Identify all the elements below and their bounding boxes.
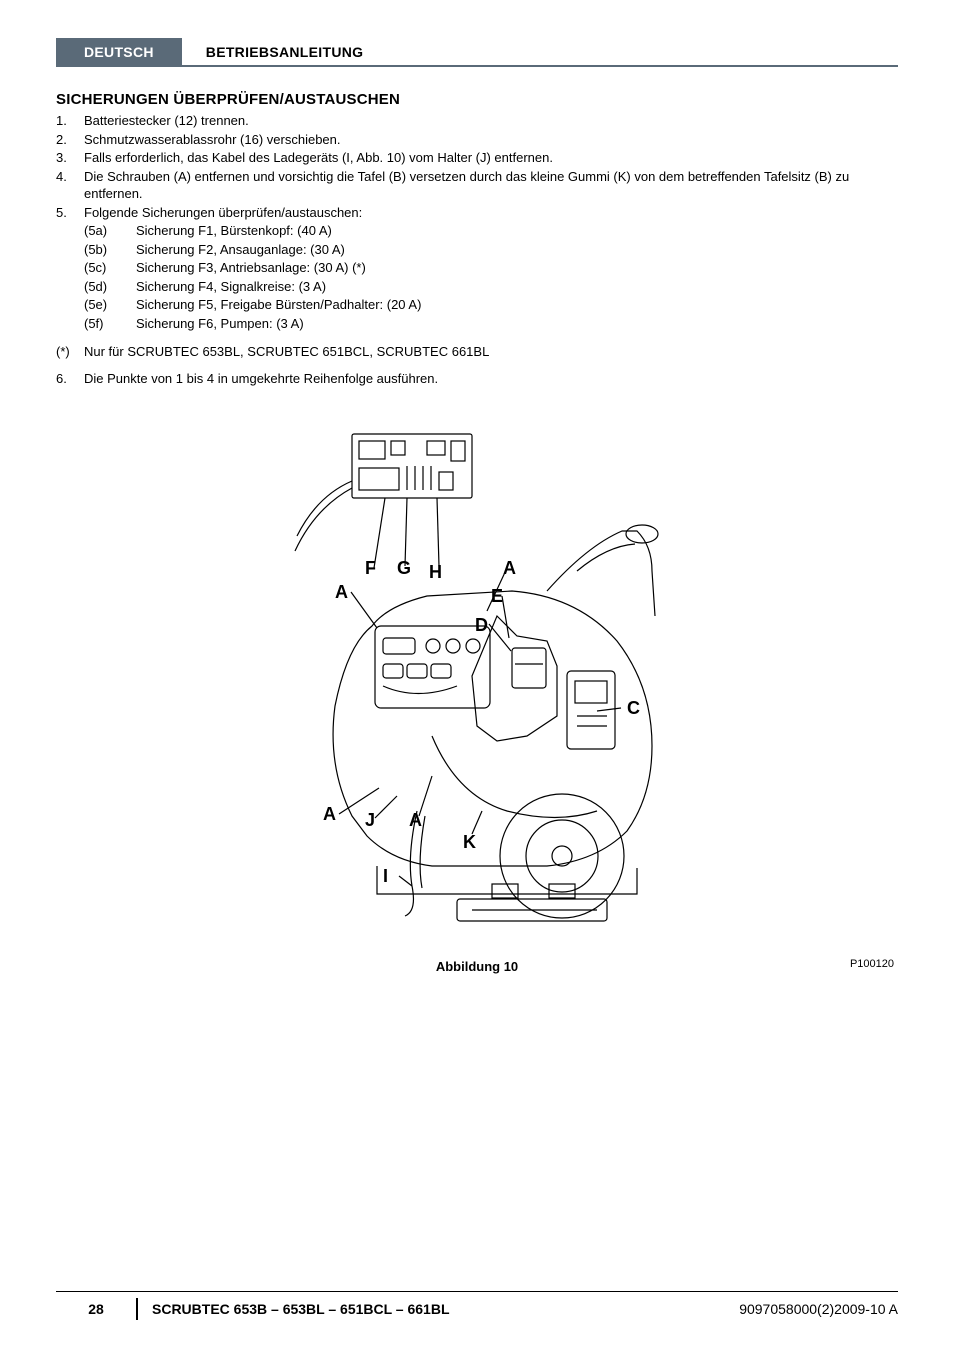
step-1-text: Batteriestecker (12) trennen. xyxy=(84,113,249,128)
step-4-text: Die Schrauben (A) entfernen und vorsicht… xyxy=(84,169,849,202)
fuse-5f: (5f) Sicherung F6, Pumpen: (3 A) xyxy=(84,315,898,333)
fuse-5d-text: Sicherung F4, Signalkreise: (3 A) xyxy=(136,279,326,294)
page: DEUTSCH BETRIEBSANLEITUNG SICHERUNGEN ÜB… xyxy=(0,0,954,1350)
figure-part-id: P100120 xyxy=(850,958,894,970)
fuse-5f-label: (5f) xyxy=(84,315,104,333)
callout-A-bl: A xyxy=(323,804,336,824)
fuse-5d: (5d) Sicherung F4, Signalkreise: (3 A) xyxy=(84,278,898,296)
fuse-5f-text: Sicherung F6, Pumpen: (3 A) xyxy=(136,316,304,331)
step-3-text: Falls erforderlich, das Kabel des Ladege… xyxy=(84,150,553,165)
step-6-num: 6. xyxy=(56,370,67,388)
language-tab: DEUTSCH xyxy=(56,38,182,65)
fuse-5a: (5a) Sicherung F1, Bürstenkopf: (40 A) xyxy=(84,222,898,240)
page-header: DEUTSCH BETRIEBSANLEITUNG xyxy=(56,38,898,67)
step-1: Batteriestecker (12) trennen. xyxy=(56,112,898,130)
fuse-5e-text: Sicherung F5, Freigabe Bürsten/Padhalter… xyxy=(136,297,421,312)
step-6: 6. Die Punkte von 1 bis 4 in umgekehrte … xyxy=(56,370,898,388)
footnote: (*) Nur für SCRUBTEC 653BL, SCRUBTEC 651… xyxy=(56,343,898,361)
fuse-5c-text: Sicherung F3, Antriebsanlage: (30 A) (*) xyxy=(136,260,366,275)
callout-C: C xyxy=(627,698,640,718)
fuse-5b: (5b) Sicherung F2, Ansauganlage: (30 A) xyxy=(84,241,898,259)
footer-doc-number: 9097058000(2)2009-10 A xyxy=(739,1301,898,1317)
callout-A-top: A xyxy=(503,558,516,578)
step-5: Folgende Sicherungen überprüfen/austausc… xyxy=(56,204,898,333)
callout-J: J xyxy=(365,810,375,830)
fuse-5a-text: Sicherung F1, Bürstenkopf: (40 A) xyxy=(136,223,332,238)
section-heading: SICHERUNGEN ÜBERPRÜFEN/AUSTAUSCHEN xyxy=(56,91,898,108)
fuse-5e-label: (5e) xyxy=(84,296,107,314)
callout-H: H xyxy=(429,562,442,582)
footnote-text: Nur für SCRUBTEC 653BL, SCRUBTEC 651BCL,… xyxy=(84,344,489,359)
callout-A-bm: A xyxy=(409,810,422,830)
procedure-list: Batteriestecker (12) trennen. Schmutzwas… xyxy=(56,112,898,333)
step-3: Falls erforderlich, das Kabel des Ladege… xyxy=(56,149,898,167)
fuse-5b-label: (5b) xyxy=(84,241,107,259)
callout-I: I xyxy=(383,866,388,886)
step-2-text: Schmutzwasserablassrohr (16) verschieben… xyxy=(84,132,341,147)
footer-models: SCRUBTEC 653B – 653BL – 651BCL – 661BL xyxy=(152,1301,739,1317)
page-number: 28 xyxy=(56,1301,136,1317)
step-2: Schmutzwasserablassrohr (16) verschieben… xyxy=(56,131,898,149)
callout-F: F xyxy=(365,558,376,578)
fuse-5d-label: (5d) xyxy=(84,278,107,296)
callout-K: K xyxy=(463,832,476,852)
callout-G: G xyxy=(397,558,411,578)
footer-divider xyxy=(136,1298,138,1320)
step-4: Die Schrauben (A) entfernen und vorsicht… xyxy=(56,168,898,203)
figure-10: F G H A A E D C A J A K I Abbildung 10 xyxy=(56,416,898,974)
fuse-5c-label: (5c) xyxy=(84,259,106,277)
callout-A-left: A xyxy=(335,582,348,602)
callout-D: D xyxy=(475,615,488,635)
footnote-mark: (*) xyxy=(56,343,70,361)
callout-E: E xyxy=(491,586,503,606)
fuse-sublist: (5a) Sicherung F1, Bürstenkopf: (40 A) (5… xyxy=(84,222,898,332)
figure-10-svg: F G H A A E D C A J A K I xyxy=(257,416,697,946)
fuse-5c: (5c) Sicherung F3, Antriebsanlage: (30 A)… xyxy=(84,259,898,277)
fuse-5e: (5e) Sicherung F5, Freigabe Bürsten/Padha… xyxy=(84,296,898,314)
fuse-5a-label: (5a) xyxy=(84,222,107,240)
page-footer: 28 SCRUBTEC 653B – 653BL – 651BCL – 661B… xyxy=(56,1291,898,1320)
figure-caption: Abbildung 10 xyxy=(56,959,898,974)
fuse-5b-text: Sicherung F2, Ansauganlage: (30 A) xyxy=(136,242,345,257)
step-6-text: Die Punkte von 1 bis 4 in umgekehrte Rei… xyxy=(84,371,438,386)
doc-type-label: BETRIEBSANLEITUNG xyxy=(182,38,364,65)
step-5-text: Folgende Sicherungen überprüfen/austausc… xyxy=(84,205,362,220)
